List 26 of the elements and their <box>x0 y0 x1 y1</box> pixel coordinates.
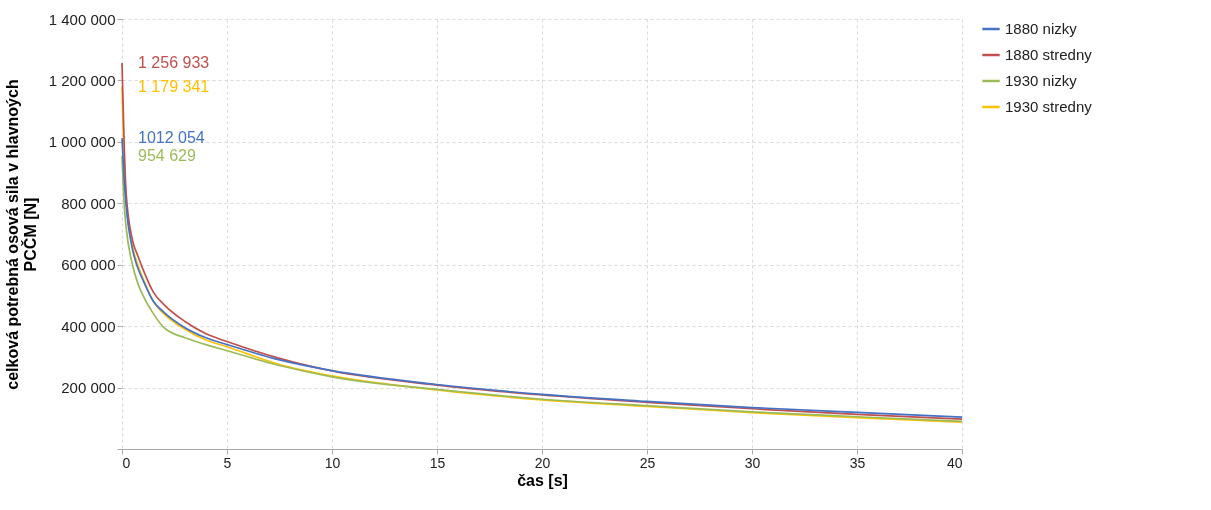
x-axis-title: čas [s] <box>517 471 568 489</box>
data-label: 1012 054 <box>138 129 205 147</box>
legend-label: 1880 stredny <box>1005 46 1093 63</box>
x-tick-label: 35 <box>849 454 866 471</box>
x-tick-label: 0 <box>122 454 131 471</box>
x-tick-label: 30 <box>744 454 761 471</box>
y-tick-label: 1 000 000 <box>48 133 116 151</box>
x-tick-label: 10 <box>324 454 341 471</box>
y-tick-label: 1 200 000 <box>48 71 116 89</box>
y-tick-label: 600 000 <box>61 256 116 274</box>
legend-label: 1930 nizky <box>1005 72 1078 89</box>
x-tick-label: 40 <box>946 454 963 471</box>
x-tick-label: 25 <box>639 454 656 471</box>
legend-label: 1930 stredny <box>1005 98 1093 115</box>
y-tick-label: 800 000 <box>61 194 116 212</box>
x-tick-label: 15 <box>429 454 446 471</box>
data-label: 954 629 <box>138 146 196 164</box>
data-label: 1 256 933 <box>138 53 210 71</box>
x-tick-label: 5 <box>223 454 232 471</box>
x-tick-label: 20 <box>534 454 551 471</box>
y-tick-label: 200 000 <box>61 379 116 397</box>
y-tick-label: 400 000 <box>61 317 116 335</box>
data-label: 1 179 341 <box>138 77 210 95</box>
legend-label: 1880 nizky <box>1005 20 1078 37</box>
y-axis-title: celková potrebná osová sila v hlavnoých PCČM [N] <box>3 79 39 390</box>
y-tick-label: 1 400 000 <box>48 10 116 28</box>
